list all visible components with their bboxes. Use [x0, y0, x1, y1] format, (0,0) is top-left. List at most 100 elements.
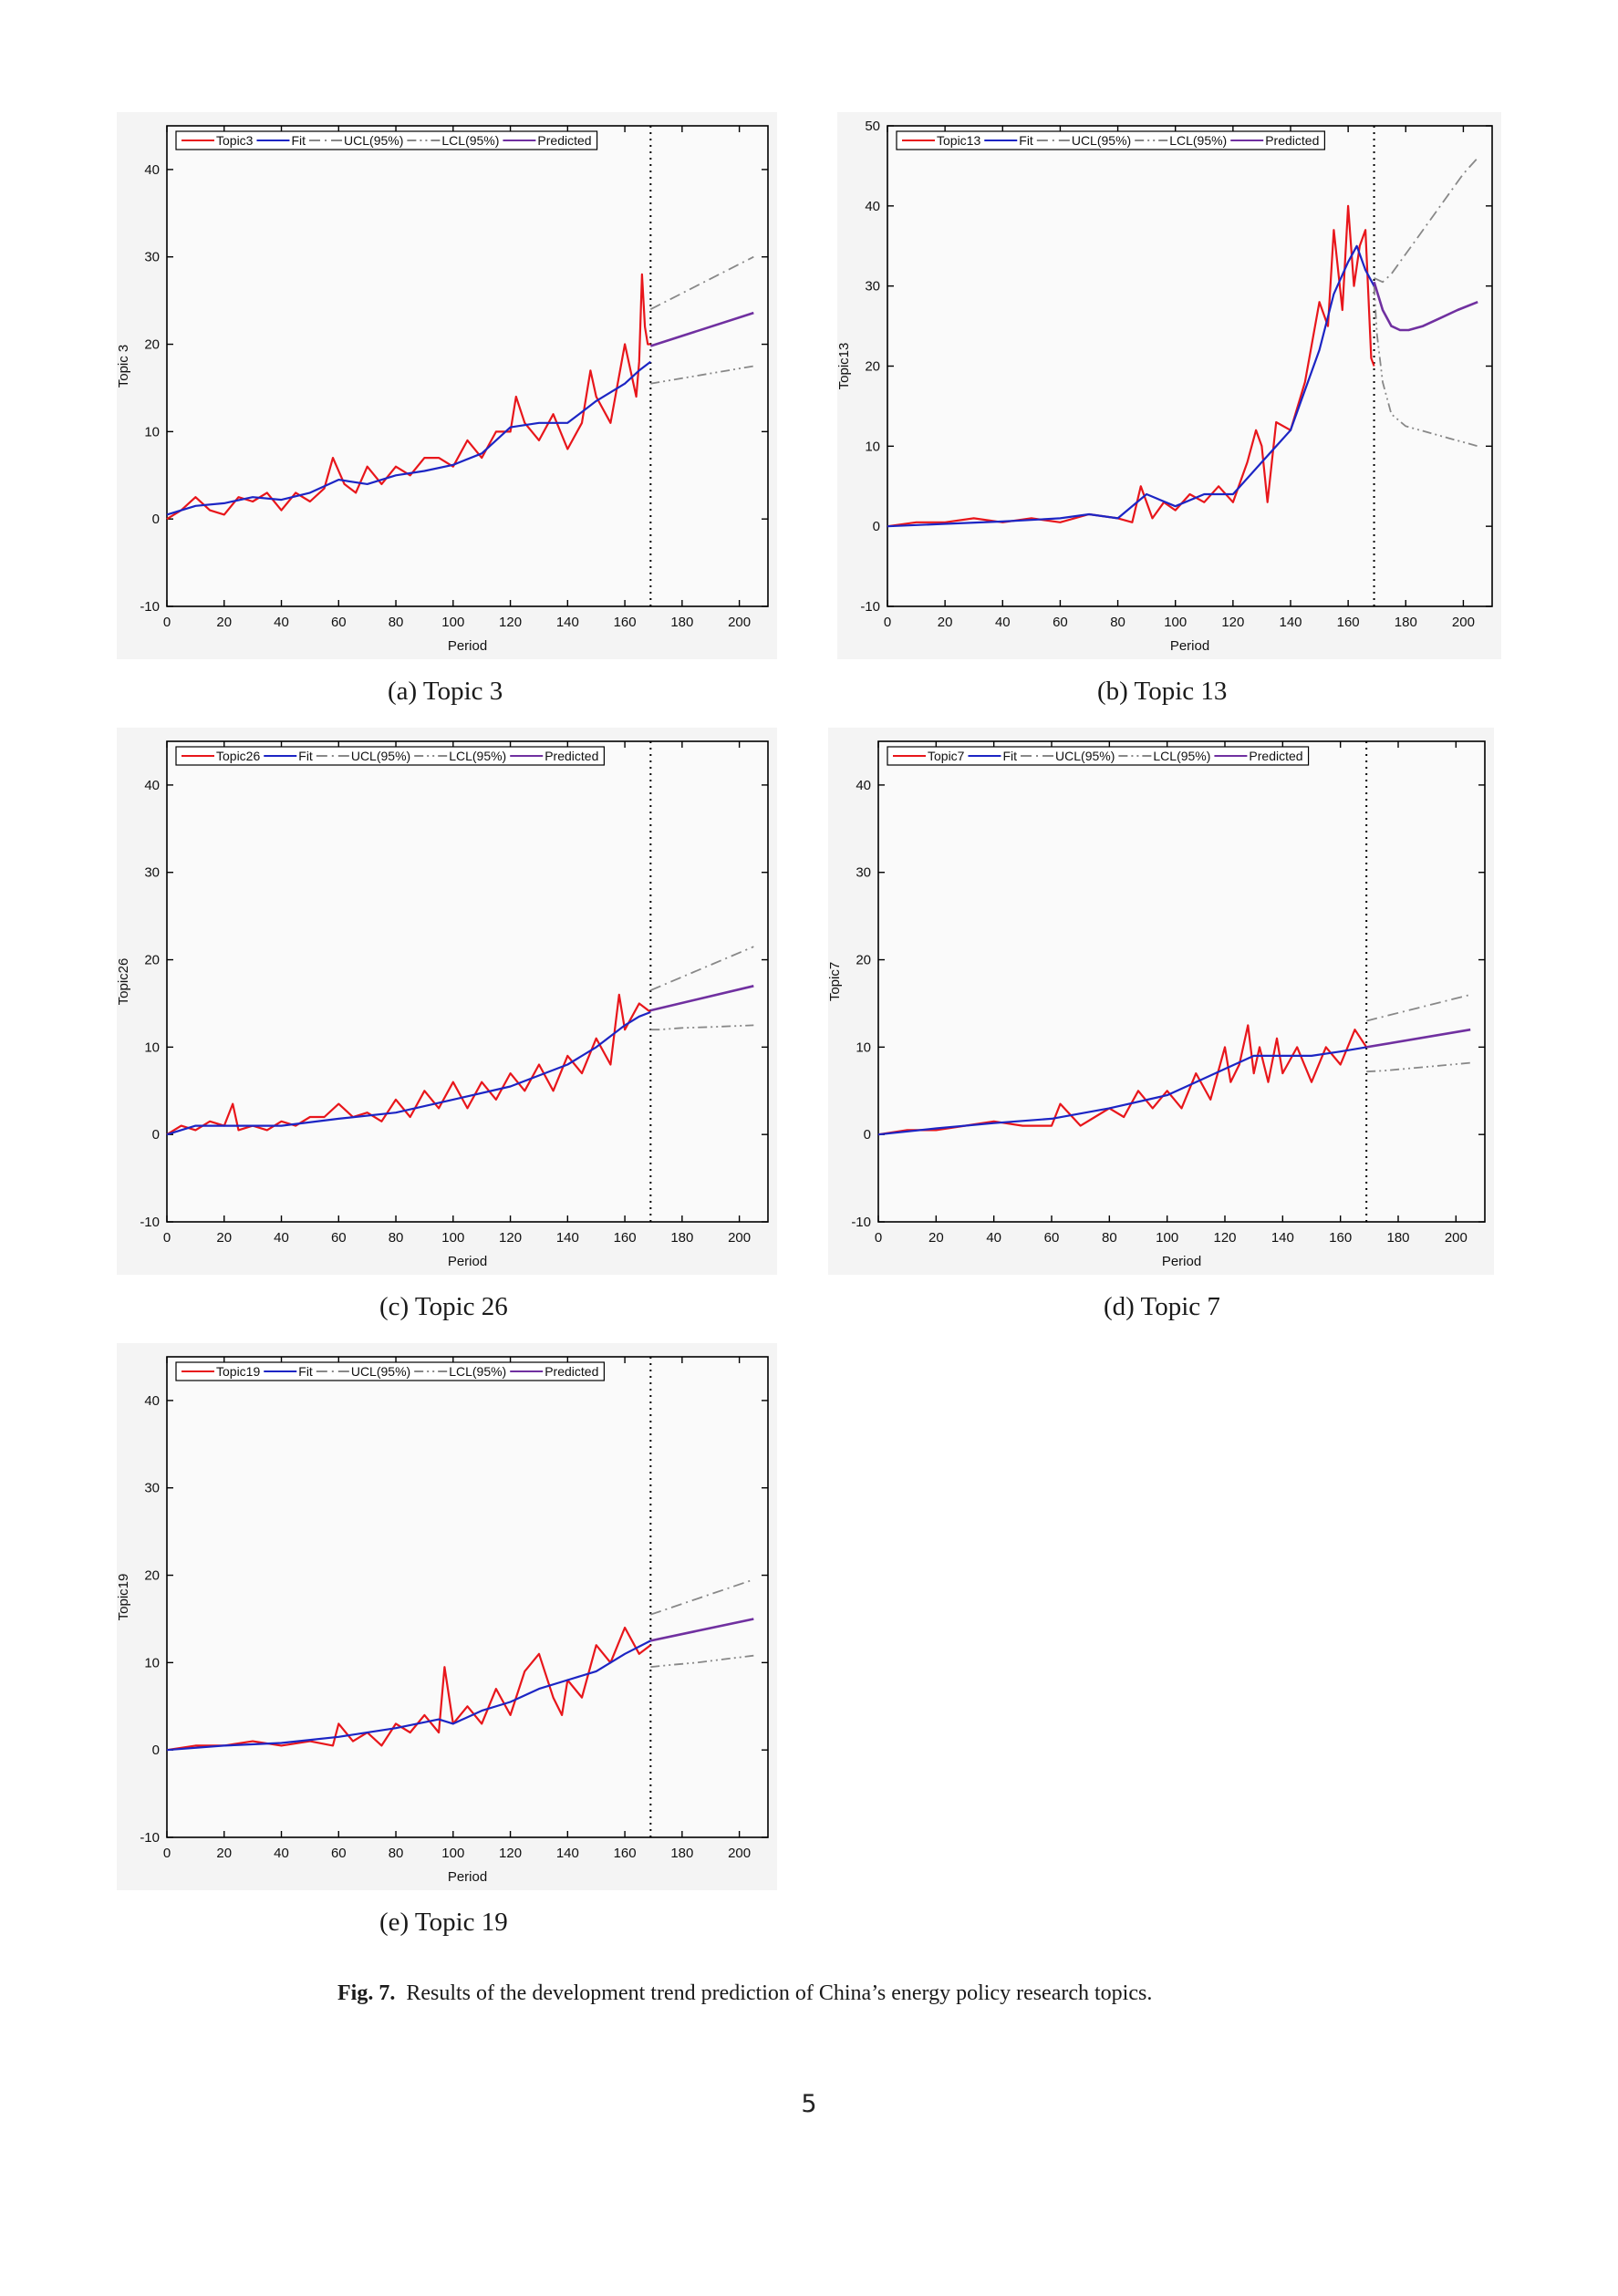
y-tick-label: 30 [865, 279, 880, 295]
series-actual [887, 204, 1375, 528]
series-actual [166, 993, 651, 1136]
caption-d: (d) Topic 7 [1104, 1292, 1220, 1321]
series-lcl [1373, 285, 1478, 448]
y-tick-label: 10 [865, 439, 880, 454]
y-tick-label: 20 [144, 337, 160, 353]
series-predicted [1365, 1028, 1471, 1049]
series-predicted [649, 311, 754, 347]
x-axis-label: Period [1162, 1254, 1201, 1269]
x-tick-label: 200 [1445, 1230, 1468, 1246]
x-axis-label: Period [1170, 638, 1209, 654]
x-tick-label: 140 [556, 1230, 579, 1246]
x-tick-label: 120 [1221, 615, 1244, 630]
legend-label-predicted: Predicted [1265, 133, 1319, 148]
y-tick-label: 30 [144, 250, 160, 265]
x-tick-label: 120 [499, 1846, 522, 1861]
legend-label-lcl: LCL(95%) [449, 1364, 506, 1379]
legend-label-fit: Fit [291, 133, 306, 148]
x-tick-label: 160 [614, 615, 637, 630]
series-actual [166, 273, 651, 521]
x-tick-label: 40 [274, 615, 289, 630]
x-tick-label: 100 [1164, 615, 1187, 630]
legend-box [175, 130, 598, 150]
y-tick-label: 30 [144, 1481, 160, 1496]
x-tick-label: 120 [499, 1230, 522, 1246]
plot-area [166, 1356, 769, 1838]
legend-label-fit: Fit [298, 1364, 313, 1379]
x-tick-label: 40 [995, 615, 1011, 630]
legend-label-ucl: UCL(95%) [1072, 133, 1131, 148]
caption-c: (c) Topic 26 [379, 1292, 508, 1321]
x-tick-label: 180 [670, 615, 693, 630]
figure-caption: Fig. 7. Results of the development trend… [337, 1981, 1152, 2006]
y-tick-label: 50 [865, 119, 880, 134]
caption-e: (e) Topic 19 [379, 1908, 508, 1937]
series-ucl [649, 255, 754, 311]
legend-label-ucl: UCL(95%) [351, 749, 410, 763]
series-fit [166, 360, 651, 516]
page-number: 5 [801, 2090, 817, 2118]
y-tick-label: 0 [873, 519, 880, 534]
chart-e: 0 20 40 60 80 100 120 140 160 180 200-10010203040P… [117, 1356, 769, 1885]
legend-label-predicted: Predicted [545, 1364, 598, 1379]
legend-label-fit: Fit [298, 749, 313, 763]
x-tick-label: 180 [1395, 615, 1417, 630]
y-tick-label: 40 [856, 778, 871, 793]
legend: Topic26 Fit UCL(95%) LCL(95%) Predicted [175, 746, 605, 766]
x-tick-label: 180 [1386, 1230, 1409, 1246]
y-tick-label: -10 [860, 599, 880, 615]
chart-a: 0 20 40 60 80 100 120 140 160 180 200-10010203040P… [117, 125, 769, 654]
x-tick-label: 200 [728, 1846, 751, 1861]
y-tick-label: -10 [140, 1830, 160, 1846]
x-tick-label: 80 [1110, 615, 1125, 630]
plot-area [877, 740, 1486, 1223]
legend-label-lcl: LCL(95%) [1153, 749, 1210, 763]
legend-label-fit: Fit [1002, 749, 1017, 763]
x-tick-label: 0 [163, 615, 171, 630]
x-tick-label: 100 [441, 1846, 464, 1861]
legend-label-predicted: Predicted [545, 749, 598, 763]
y-axis-label: Topic13 [837, 343, 852, 390]
y-tick-label: 10 [144, 424, 160, 440]
y-tick-label: 40 [144, 1393, 160, 1409]
series-lcl [650, 1654, 754, 1669]
plot-area [887, 125, 1493, 607]
legend-label-lcl: LCL(95%) [449, 749, 506, 763]
series-predicted [1373, 281, 1478, 332]
x-tick-label: 160 [1329, 1230, 1352, 1246]
x-tick-label: 60 [331, 615, 347, 630]
legend-label-actual: Topic13 [937, 133, 980, 148]
x-tick-label: 140 [556, 615, 579, 630]
caption-a: (a) Topic 3 [388, 677, 503, 706]
y-axis-label: Topic19 [117, 1574, 131, 1621]
x-tick-label: 20 [216, 615, 232, 630]
legend-label-lcl: LCL(95%) [1169, 133, 1227, 148]
y-tick-label: 30 [144, 865, 160, 881]
y-tick-label: 20 [144, 953, 160, 968]
legend-box [896, 130, 1325, 150]
chart-panel-b: 0 20 40 60 80 100 120 140 160 180 200 -10 0 10 20 30 40 5… [837, 112, 1501, 659]
legend: Topic13 Fit UCL(95%) LCL(95%) Predicted [896, 130, 1325, 150]
legend-label-ucl: UCL(95%) [344, 133, 403, 148]
legend-box [175, 746, 605, 766]
x-tick-label: 40 [274, 1230, 289, 1246]
x-tick-label: 180 [670, 1846, 693, 1861]
legend-label-lcl: LCL(95%) [441, 133, 499, 148]
x-tick-label: 0 [875, 1230, 882, 1246]
figure-caption-text: Results of the development trend predict… [406, 1981, 1153, 2005]
legend-label-ucl: UCL(95%) [1055, 749, 1115, 763]
series-fit [166, 1010, 651, 1136]
legend: Topic3 Fit UCL(95%) LCL(95%) Predicted [175, 130, 598, 150]
y-tick-label: -10 [140, 599, 160, 615]
plot-area [166, 125, 769, 607]
x-tick-label: 60 [331, 1846, 347, 1861]
x-tick-label: 80 [389, 1846, 404, 1861]
x-tick-label: 20 [216, 1230, 232, 1246]
y-tick-label: 40 [144, 162, 160, 178]
y-tick-label: 0 [152, 1127, 160, 1143]
x-tick-label: 80 [1102, 1230, 1117, 1246]
x-tick-label: 20 [938, 615, 953, 630]
legend-label-ucl: UCL(95%) [351, 1364, 410, 1379]
x-tick-label: 200 [1452, 615, 1475, 630]
legend-label-predicted: Predicted [537, 133, 591, 148]
